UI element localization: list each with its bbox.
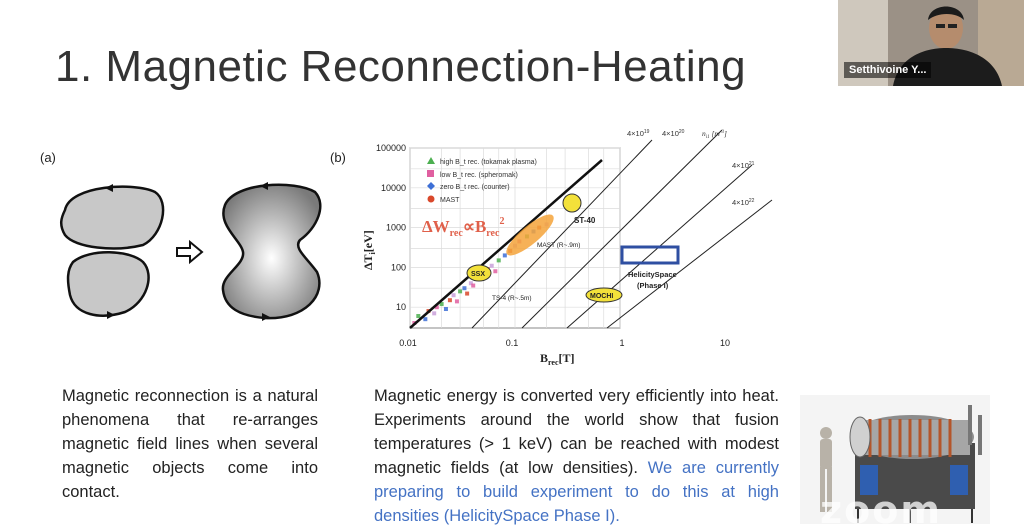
chart-legend: high B_t rec. (tokamak plasma) low B_t r… bbox=[427, 157, 537, 204]
right-paragraph-highlight: We are currently preparing to build expe… bbox=[374, 459, 779, 525]
density-unit: ni1 [m-3] bbox=[702, 129, 727, 140]
st40-marker bbox=[562, 193, 582, 213]
ts4-label: TS-4 (R~.5m) bbox=[492, 295, 532, 302]
data-point bbox=[454, 299, 459, 304]
data-point bbox=[502, 253, 507, 258]
y-tick-label: 10 bbox=[396, 302, 406, 312]
mochi-label: MOCHI bbox=[590, 293, 613, 300]
density-line bbox=[521, 129, 723, 329]
x-tick-label: 0.1 bbox=[506, 338, 519, 348]
ssx-marker bbox=[466, 264, 492, 282]
helicityspace-box bbox=[620, 245, 680, 265]
legend-label-zero-bt: zero B_t rec. (counter) bbox=[440, 184, 510, 191]
data-point bbox=[416, 314, 421, 319]
mast-region bbox=[506, 214, 554, 256]
density-line bbox=[471, 139, 653, 329]
helicityspace-label-2: (Phase I) bbox=[637, 281, 669, 290]
legend-marker-high-bt bbox=[427, 157, 435, 164]
arrow-icon bbox=[176, 239, 204, 265]
experiment-render bbox=[800, 395, 990, 524]
legend-marker-zero-bt bbox=[427, 182, 435, 190]
st40-label: ST-40 bbox=[574, 216, 596, 225]
y-tick-labels: 100000 10000 1000 100 10 bbox=[376, 143, 406, 312]
mochi-marker bbox=[585, 287, 623, 303]
scaling-fit-line bbox=[409, 159, 603, 329]
legend-label-high-bt: high B_t rec. (tokamak plasma) bbox=[440, 159, 537, 166]
legend-label-mast: MAST bbox=[440, 197, 460, 204]
data-point bbox=[489, 263, 494, 268]
data-point bbox=[439, 302, 444, 307]
right-paragraph-main: Magnetic energy is converted very effici… bbox=[374, 387, 779, 477]
data-point bbox=[434, 305, 439, 310]
x-tick-labels: 0.01 0.1 1 10 bbox=[399, 338, 730, 348]
y-axis-label: ΔTi[eV] bbox=[361, 230, 377, 270]
reconnection-diagram bbox=[60, 182, 322, 321]
density-line bbox=[606, 199, 773, 329]
merged-flux-loop bbox=[221, 183, 322, 320]
scaling-equation: ΔWrec∝Brec2 bbox=[422, 216, 504, 239]
ssx-label: SSX bbox=[471, 271, 485, 278]
data-point bbox=[451, 293, 456, 298]
heating-scaling-chart: high B_t rec. (tokamak plasma) low B_t r… bbox=[361, 129, 773, 367]
helicityspace-label-1: HelicitySpace bbox=[628, 270, 677, 279]
data-point bbox=[432, 311, 437, 316]
y-tick-label: 100000 bbox=[376, 143, 406, 153]
data-point bbox=[423, 317, 428, 322]
data-point bbox=[496, 258, 501, 263]
slide-title: 1. Magnetic Reconnection-Heating bbox=[55, 42, 747, 91]
person-figure bbox=[820, 427, 832, 512]
x-tick-label: 1 bbox=[619, 338, 624, 348]
figure-label-a: (a) bbox=[40, 150, 56, 165]
data-point bbox=[462, 286, 467, 291]
density-label-19: 4×1019 bbox=[627, 129, 650, 138]
data-point bbox=[468, 281, 473, 286]
left-paragraph: Magnetic reconnection is a natural pheno… bbox=[62, 387, 318, 501]
density-label-20: 4×1020 bbox=[662, 129, 685, 138]
x-axis-label: Brec[T] bbox=[540, 351, 575, 367]
data-point bbox=[443, 307, 448, 312]
legend-marker-low-bt bbox=[427, 170, 434, 177]
x-tick-label: 10 bbox=[720, 338, 730, 348]
legend-marker-mast bbox=[427, 195, 435, 203]
data-point bbox=[493, 269, 498, 274]
figure-label-b: (b) bbox=[330, 150, 346, 165]
y-tick-label: 100 bbox=[391, 262, 406, 272]
data-point bbox=[465, 291, 470, 296]
upper-flux-loop bbox=[60, 185, 165, 250]
mast-label: MAST (R~.9m) bbox=[537, 242, 580, 249]
legend-label-low-bt: low B_t rec. (spheromak) bbox=[440, 172, 518, 179]
lower-flux-loop bbox=[66, 251, 150, 317]
x-tick-label: 0.01 bbox=[399, 338, 417, 348]
right-paragraph: Magnetic energy is converted very effici… bbox=[374, 384, 779, 528]
y-tick-label: 10000 bbox=[381, 183, 406, 193]
density-label-22: 4×1022 bbox=[732, 198, 755, 207]
participant-name: Setthivoine Y... bbox=[844, 62, 932, 78]
y-tick-label: 1000 bbox=[386, 223, 406, 233]
density-label-21: 4×1021 bbox=[732, 161, 755, 170]
zoom-watermark: zoom bbox=[820, 488, 942, 532]
data-point bbox=[447, 298, 452, 303]
data-point bbox=[471, 283, 476, 288]
participant-video[interactable]: Setthivoine Y... bbox=[838, 0, 1024, 86]
data-point bbox=[458, 289, 463, 294]
